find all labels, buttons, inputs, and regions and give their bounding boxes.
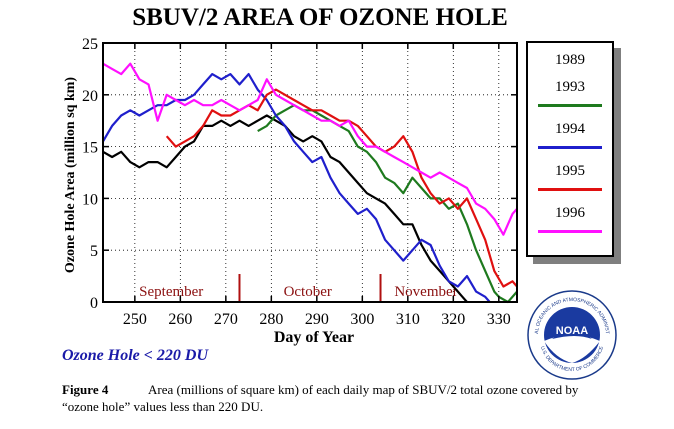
x-tick-label: 330: [487, 311, 511, 328]
chart-axes: 0 5 10 15 20 25 250 260 270 280 290 300 310 320 330: [82, 36, 518, 328]
x-tick-label: 280: [259, 311, 283, 328]
legend-label: 1994: [555, 121, 585, 137]
legend-item: 1996: [528, 199, 612, 241]
x-tick-label: 250: [123, 311, 147, 328]
x-tick-label: 310: [396, 311, 420, 328]
noaa-logo-text: NOAA: [556, 325, 588, 337]
x-tick-label: 290: [305, 311, 329, 328]
legend-swatch: [538, 230, 602, 233]
chart-title: SBUV/2 AREA OF OZONE HOLE: [132, 4, 508, 31]
month-label: October: [284, 284, 332, 300]
figure-number: Figure 4: [62, 382, 109, 397]
y-tick-label: 20: [82, 88, 98, 105]
legend-label: 1996: [555, 205, 585, 221]
chart-legend: 1989 1993 1994 1995 1996: [526, 41, 614, 257]
chart-marks: September October November: [102, 62, 518, 304]
series-line-1995: [165, 88, 518, 288]
legend-item: 1995: [528, 157, 612, 199]
x-tick-label: 300: [350, 311, 374, 328]
series-line-1989: [102, 114, 468, 303]
y-tick-label: 15: [82, 140, 98, 157]
legend-item: 1994: [528, 115, 612, 157]
figure-caption: Figure 4 Area (millions of square km) of …: [62, 381, 652, 415]
noaa-logo: NOAA NATIONAL OCEANIC AND ATMOSPHERIC AD…: [526, 289, 617, 380]
legend-label: 1995: [555, 163, 585, 179]
x-axis-label: Day of Year: [274, 329, 354, 346]
y-tick-label: 10: [82, 191, 98, 208]
legend-label: 1989: [555, 52, 585, 68]
legend-swatch: [538, 104, 602, 107]
legend-item: 1989: [528, 43, 612, 85]
month-label: September: [139, 284, 203, 300]
y-tick-label: 5: [90, 243, 98, 260]
plot-frame: [102, 42, 518, 303]
legend-label: 1993: [555, 79, 585, 95]
y-tick-label: 25: [82, 36, 98, 53]
ozone-threshold-note: Ozone Hole < 220 DU: [62, 347, 208, 364]
legend-item: 1993: [528, 73, 612, 115]
series-line-1996: [102, 62, 518, 236]
legend-swatch: [538, 146, 602, 149]
legend-swatch: [538, 188, 602, 191]
caption-line-2: “ozone hole” values less than 220 DU.: [62, 399, 264, 414]
series-line-1994: [102, 73, 491, 303]
y-axis-label: Ozone Hole Area (million sq km): [63, 77, 78, 273]
x-tick-label: 320: [441, 311, 465, 328]
month-label: November: [394, 284, 457, 300]
chart-grid: [103, 43, 517, 302]
caption-line-1: Area (millions of square km) of each dai…: [148, 382, 579, 397]
y-tick-label: 0: [90, 295, 98, 312]
x-tick-label: 260: [168, 311, 192, 328]
x-tick-label: 270: [214, 311, 238, 328]
